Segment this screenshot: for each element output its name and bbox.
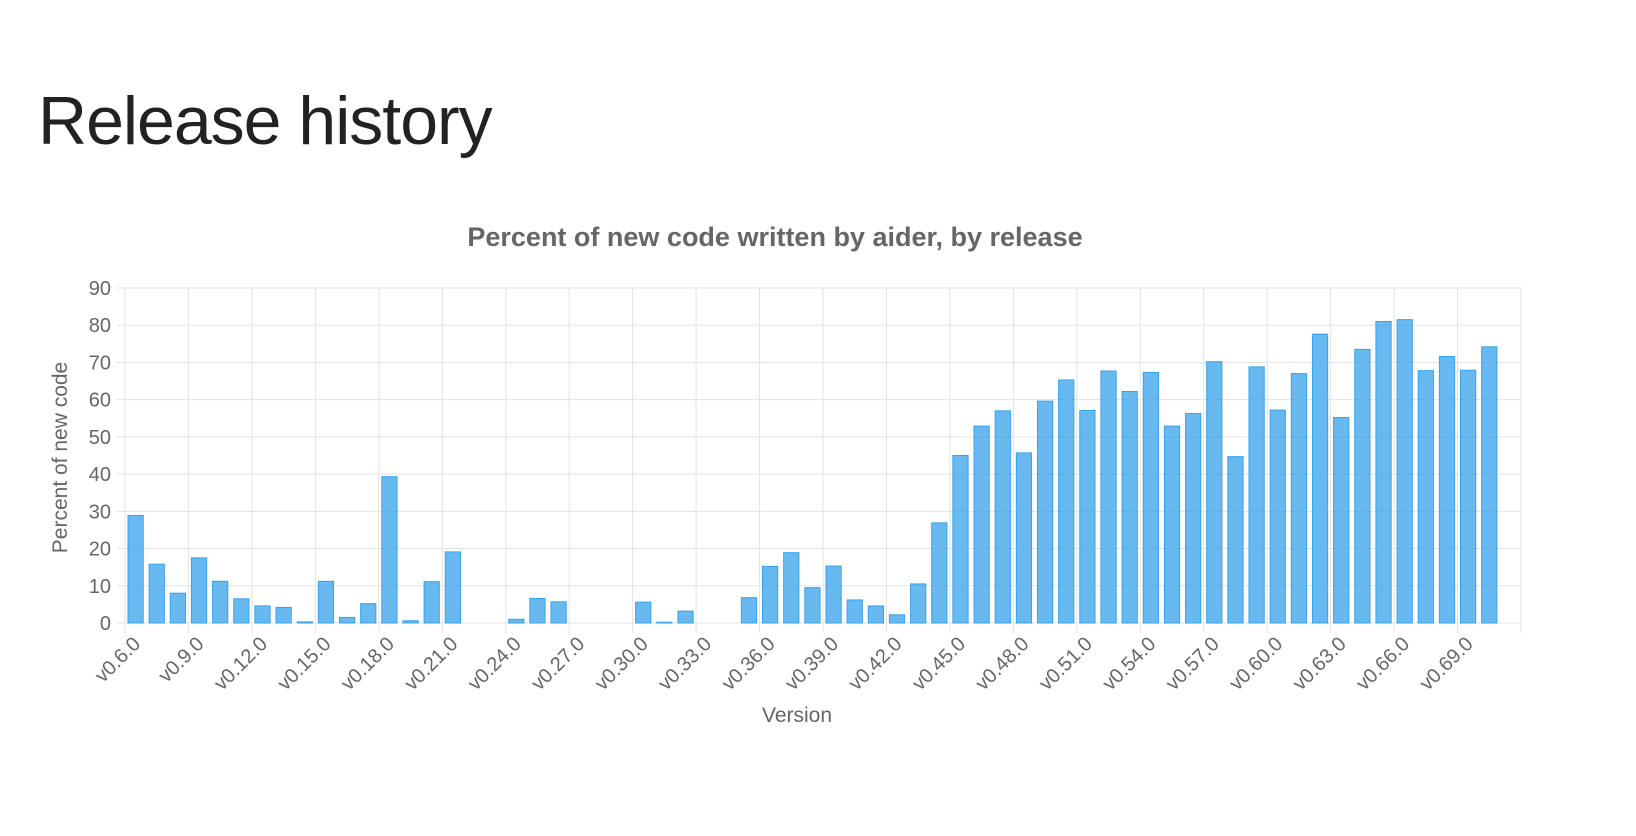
x-tick-label: v0.57.0	[1162, 633, 1224, 695]
bar[interactable]	[910, 583, 927, 624]
x-tick-label: v0.63.0	[1289, 633, 1351, 695]
bar[interactable]	[1100, 370, 1117, 624]
bar[interactable]	[1460, 369, 1477, 624]
x-tick-label: v0.33.0	[654, 633, 716, 695]
y-tick-label: 0	[100, 613, 111, 635]
bar[interactable]	[825, 565, 842, 624]
x-tick-label: v0.66.0	[1352, 633, 1414, 695]
bar[interactable]	[127, 514, 144, 624]
bar[interactable]	[1227, 456, 1244, 624]
bar[interactable]	[1163, 425, 1181, 624]
bar[interactable]	[190, 557, 208, 624]
x-tick-label: v0.36.0	[718, 633, 780, 695]
bar[interactable]	[212, 580, 229, 624]
bar[interactable]	[1438, 355, 1456, 624]
bar[interactable]	[1354, 348, 1371, 624]
bar[interactable]	[317, 580, 335, 624]
x-tick-label: v0.45.0	[908, 633, 970, 695]
bar[interactable]	[1185, 412, 1202, 624]
bar[interactable]	[275, 606, 292, 624]
bar[interactable]	[1058, 379, 1075, 624]
page-title: Release history	[38, 83, 493, 159]
bar[interactable]	[1036, 400, 1054, 624]
x-tick-label: v0.51.0	[1035, 633, 1097, 695]
bar[interactable]	[740, 597, 758, 624]
bar[interactable]	[867, 605, 884, 624]
bar[interactable]	[1269, 409, 1286, 624]
y-axis-label: Percent of new code	[49, 362, 72, 553]
chart-bars	[127, 319, 1498, 624]
y-tick-label: 80	[89, 315, 111, 337]
x-tick-label: v0.69.0	[1416, 633, 1478, 695]
y-tick-label: 10	[89, 576, 111, 598]
bar[interactable]	[423, 581, 440, 624]
y-tick-label: 90	[89, 278, 111, 300]
bar[interactable]	[1417, 370, 1434, 624]
y-tick-label: 40	[89, 464, 111, 486]
x-tick-label: v0.21.0	[400, 633, 462, 695]
x-tick-label: v0.60.0	[1225, 633, 1287, 695]
x-tick-label: v0.27.0	[527, 633, 589, 695]
bar[interactable]	[550, 601, 567, 624]
y-tick-label: 30	[89, 501, 111, 523]
bar[interactable]	[635, 601, 652, 624]
bar[interactable]	[762, 565, 779, 624]
bar[interactable]	[931, 522, 948, 624]
chart-grid	[117, 287, 1522, 633]
bar[interactable]	[148, 563, 165, 624]
x-tick-label: v0.48.0	[972, 633, 1034, 695]
bar[interactable]	[1396, 319, 1413, 624]
bar[interactable]	[846, 599, 863, 624]
x-axis-ticks: v0.6.0 v0.9.0 v0.12.0 v0.15.0 v0.18.0 v0.21.0…	[91, 633, 1478, 695]
bar[interactable]	[973, 425, 990, 624]
bar[interactable]	[233, 598, 250, 624]
bar[interactable]	[1142, 371, 1159, 624]
bar[interactable]	[444, 551, 461, 624]
bar[interactable]	[1015, 452, 1033, 624]
x-tick-label: v0.39.0	[781, 633, 843, 695]
bar[interactable]	[1121, 390, 1138, 624]
bar[interactable]	[296, 621, 313, 624]
bar[interactable]	[888, 614, 906, 624]
bar[interactable]	[1481, 346, 1498, 624]
y-tick-label: 70	[89, 352, 111, 374]
x-tick-label: v0.18.0	[337, 633, 399, 695]
y-tick-label: 50	[89, 427, 111, 449]
bar-chart: Percent of new code written by aider, by…	[49, 222, 1522, 727]
bar[interactable]	[677, 610, 694, 624]
y-tick-label: 60	[89, 390, 111, 412]
bar[interactable]	[402, 620, 419, 624]
bar[interactable]	[1206, 361, 1223, 624]
bar[interactable]	[169, 592, 186, 624]
y-tick-label: 20	[89, 539, 111, 561]
x-tick-label: v0.12.0	[210, 633, 272, 695]
bar[interactable]	[804, 587, 821, 624]
bar[interactable]	[360, 603, 377, 624]
x-tick-label: v0.6.0	[91, 633, 145, 687]
chart-title: Percent of new code written by aider, by…	[467, 222, 1082, 252]
x-tick-label: v0.42.0	[845, 633, 907, 695]
bar[interactable]	[381, 476, 398, 624]
bar[interactable]	[783, 552, 800, 624]
bar[interactable]	[1333, 417, 1350, 624]
x-tick-label: v0.54.0	[1098, 633, 1160, 695]
x-tick-label: v0.9.0	[154, 633, 208, 687]
x-tick-label: v0.30.0	[591, 633, 653, 695]
x-tick-label: v0.24.0	[464, 633, 526, 695]
bar[interactable]	[1311, 333, 1329, 624]
y-axis-ticks: 0 10 20 30 40 50 60 70 80 90	[89, 278, 111, 635]
x-tick-label: v0.15.0	[274, 633, 336, 695]
bar[interactable]	[656, 621, 673, 624]
bar[interactable]	[1290, 373, 1308, 624]
bar[interactable]	[1079, 409, 1096, 624]
bar[interactable]	[338, 616, 356, 624]
bar[interactable]	[254, 605, 271, 624]
x-axis-label: Version	[762, 704, 832, 727]
bar[interactable]	[529, 597, 546, 624]
bar[interactable]	[508, 618, 525, 624]
bar[interactable]	[1248, 366, 1265, 624]
bar[interactable]	[994, 410, 1011, 624]
bar[interactable]	[1375, 321, 1392, 624]
bar[interactable]	[952, 455, 969, 624]
